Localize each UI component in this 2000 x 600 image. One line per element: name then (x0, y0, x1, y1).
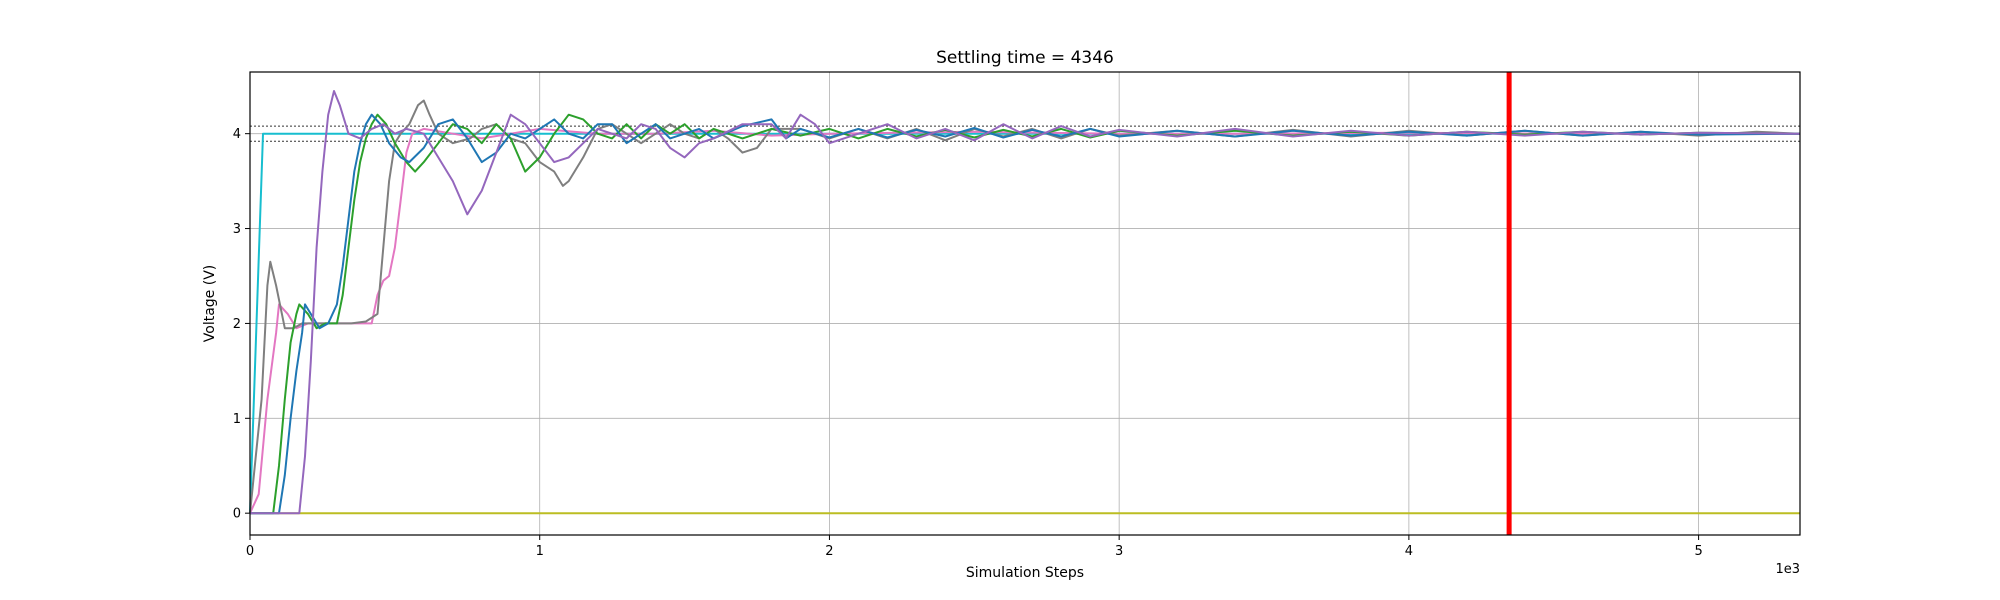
x-axis-offset-label: 1e3 (1775, 562, 1800, 577)
x-axis-label: Simulation Steps (966, 565, 1084, 581)
x-tick-label: 0 (246, 544, 254, 559)
x-tick-label: 4 (1405, 544, 1413, 559)
y-tick-label: 1 (233, 412, 241, 427)
series-line-6 (250, 113, 1801, 515)
y-tick-label: 3 (233, 222, 241, 237)
y-tick-label: 4 (233, 127, 241, 142)
x-tick-label: 3 (1115, 544, 1123, 559)
y-tick-label: 0 (233, 507, 241, 522)
series-line-5 (250, 113, 1801, 515)
y-axis-label: Voltage (V) (202, 265, 218, 342)
x-tick-label: 2 (825, 544, 833, 559)
series-line-7 (250, 90, 1801, 515)
axis-ticks: 0 1 2 3 4 5 0 1 2 3 4 (233, 127, 1703, 559)
plot-frame (249, 71, 1801, 536)
series-group (249, 90, 1801, 515)
x-tick-label: 5 (1694, 544, 1702, 559)
y-tick-label: 2 (233, 317, 241, 332)
x-tick-label: 1 (536, 544, 544, 559)
chart-title: Settling time = 4346 (936, 48, 1114, 68)
